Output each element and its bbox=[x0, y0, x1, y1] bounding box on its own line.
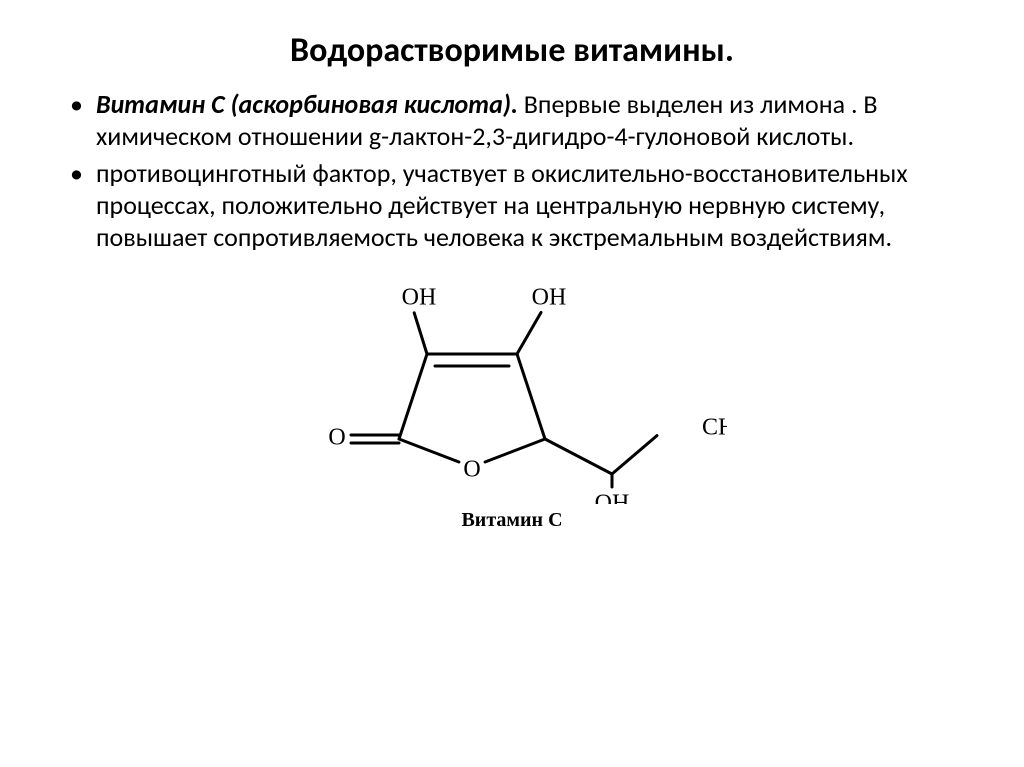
list-item: противоцинготный фактор, участвует в оки… bbox=[70, 158, 974, 253]
svg-text:OH: OH bbox=[402, 284, 437, 310]
chemical-structure: OH OH O O OH CH₂OH Витамин С bbox=[297, 274, 727, 532]
bullet-text: противоцинготный фактор, участвует в оки… bbox=[96, 157, 908, 252]
slide-title: Водорастворимые витамины. bbox=[40, 30, 984, 71]
svg-text:OH: OH bbox=[532, 284, 567, 310]
svg-text:CH₂OH: CH₂OH bbox=[702, 414, 727, 440]
svg-text:O: O bbox=[463, 456, 480, 482]
figure-caption: Витамин С bbox=[297, 509, 727, 532]
svg-text:O: O bbox=[328, 424, 345, 450]
list-item: Витамин С (аскорбиновая кислота). Впервы… bbox=[70, 89, 974, 152]
bullet-list: Витамин С (аскорбиновая кислота). Впервы… bbox=[40, 89, 984, 254]
bullet-lead: Витамин С (аскорбиновая кислота). bbox=[96, 88, 518, 120]
svg-text:OH: OH bbox=[595, 490, 630, 504]
